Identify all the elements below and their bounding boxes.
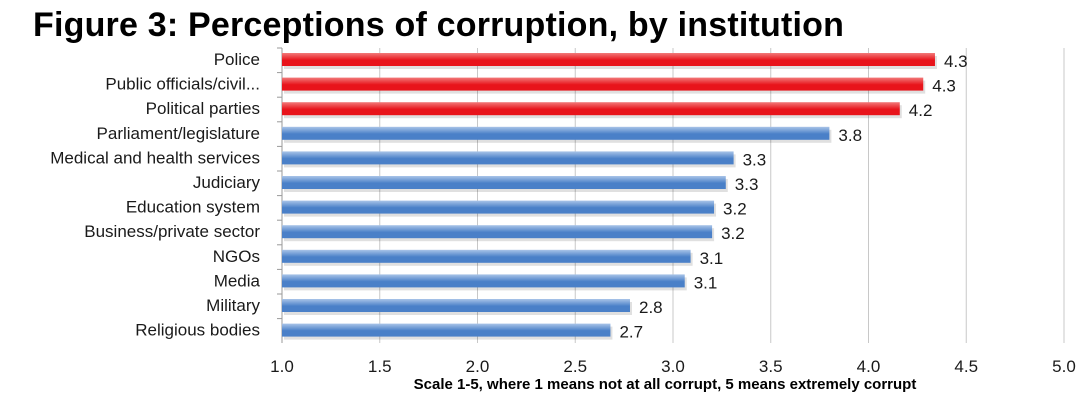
- value-label: 2.7: [619, 323, 643, 342]
- category-label: Business/private sector: [84, 222, 260, 241]
- value-label: 3.2: [723, 200, 747, 219]
- bar: [282, 200, 715, 214]
- x-tick-label: 2.5: [563, 357, 587, 376]
- category-label: NGOs: [213, 247, 260, 266]
- category-label: Judiciary: [193, 173, 261, 192]
- value-label: 4.3: [944, 52, 968, 71]
- bar: [282, 77, 924, 91]
- category-label: Political parties: [146, 99, 260, 118]
- value-label: 3.3: [743, 150, 767, 169]
- x-tick-label: 4.0: [857, 357, 881, 376]
- category-label: Media: [214, 271, 261, 290]
- x-tick-label: 1.0: [270, 357, 294, 376]
- bar: [282, 323, 611, 337]
- value-label: 4.2: [909, 101, 933, 120]
- value-label: 3.1: [694, 273, 718, 292]
- value-label: 3.3: [735, 175, 759, 194]
- bar: [282, 53, 935, 66]
- bar: [282, 274, 685, 288]
- value-label: 3.1: [700, 249, 724, 268]
- bar: [282, 249, 691, 263]
- chart-title: Figure 3: Perceptions of corruption, by …: [33, 6, 845, 44]
- grid-lines: [277, 47, 1065, 343]
- category-label: Parliament/legislature: [97, 124, 260, 143]
- x-tick-label: 3.5: [759, 357, 783, 376]
- value-labels: 4.3 4.3 4.2 3.8 3.3 3.3 3.2 3.2 3.1 3.1 2.8 2.7: [619, 52, 967, 342]
- value-label: 3.2: [721, 224, 745, 243]
- bar: [282, 151, 734, 165]
- category-labels: Police Public officials/civil... Political…: [50, 50, 260, 340]
- bar: [282, 299, 630, 312]
- x-tick-label: 1.5: [368, 357, 392, 376]
- bar: [282, 102, 900, 116]
- value-label: 4.3: [932, 77, 956, 96]
- x-axis-title: Scale 1-5, where 1 means not at all corr…: [414, 376, 917, 393]
- bar: [282, 126, 830, 140]
- category-label: Education system: [126, 198, 260, 217]
- x-tick-label: 3.0: [661, 357, 685, 376]
- category-label: Religious bodies: [135, 321, 260, 340]
- x-tick-label: 4.5: [954, 357, 978, 376]
- bar: [282, 225, 713, 239]
- category-label: Police: [214, 50, 260, 69]
- bar: [282, 176, 726, 189]
- value-label: 3.8: [838, 126, 862, 145]
- x-tick-label: 5.0: [1052, 357, 1076, 376]
- x-axis-ticks: 1.0 1.5 2.0 2.5 3.0 3.5 4.0 4.5 5.0: [270, 357, 1076, 376]
- x-tick-label: 2.0: [466, 357, 490, 376]
- value-label: 2.8: [639, 298, 663, 317]
- bars: [282, 53, 937, 340]
- category-label: Public officials/civil...: [105, 75, 260, 94]
- category-label: Medical and health services: [50, 148, 260, 167]
- category-label: Military: [206, 296, 260, 315]
